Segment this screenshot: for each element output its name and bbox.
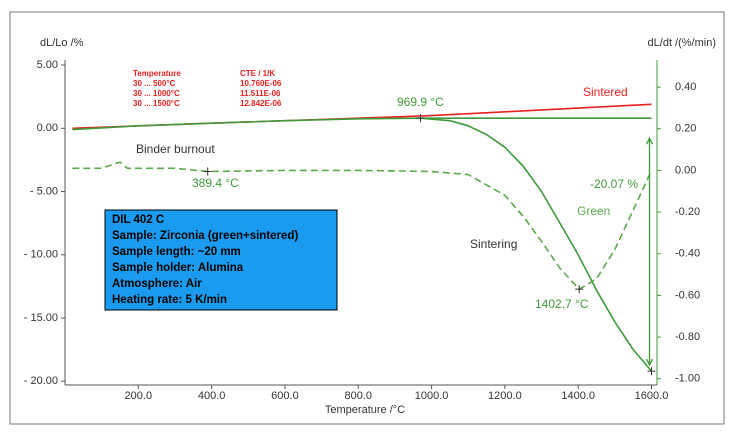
y2-tick-label: 0.40: [675, 81, 696, 93]
annotation: 389.4 °C: [192, 176, 239, 190]
y2-tick-label: 0.00: [675, 164, 696, 176]
annotation: -20.07 %: [590, 177, 638, 191]
x-tick-label: 1000.0: [415, 390, 449, 402]
point-marker: [203, 167, 212, 176]
series-label: Green: [577, 204, 610, 218]
x-tick-label: 1400.0: [561, 390, 595, 402]
cte-header: Temperature: [133, 69, 181, 78]
y-axis-title: dL/Lo /%: [40, 37, 84, 49]
y-tick-label: - 5.00: [30, 185, 58, 197]
x-tick-label: 1600.0: [635, 390, 669, 402]
series-label: Sintered: [583, 85, 628, 99]
info-line: Sample: Zirconia (green+sintered): [112, 230, 298, 242]
cte-cell: 10.760E-06: [240, 79, 282, 88]
point-marker: [416, 114, 425, 123]
annotation: 969.9 °C: [397, 95, 444, 109]
y2-axis-title: dL/dt /(%/min): [648, 37, 716, 49]
x-tick-label: 600.0: [271, 390, 299, 402]
info-line: Sample length: ~20 mm: [112, 246, 241, 258]
y-tick-label: - 20.00: [24, 375, 58, 387]
dashed-line: [72, 161, 653, 291]
point-marker: [647, 367, 656, 376]
info-line: Atmosphere: Air: [112, 278, 202, 290]
cte-cell: 11.511E-06: [240, 89, 281, 98]
cte-cell: 30 ... 1000°C: [133, 89, 180, 98]
range-arrow: [645, 136, 654, 367]
info-line: Heating rate: 5 K/min: [112, 294, 227, 306]
y2-tick-label: -0.40: [675, 248, 700, 260]
line: [72, 117, 653, 372]
cte-cell: 30 ... 1500°C: [133, 99, 180, 108]
y2-tick-label: -0.20: [675, 206, 700, 218]
x-tick-label: 400.0: [198, 390, 226, 402]
y2-tick-label: 0.20: [675, 123, 696, 135]
annotation: Sintering: [470, 237, 517, 251]
y-tick-label: 0.00: [37, 122, 58, 134]
annotation: 1402.7 °C: [535, 297, 589, 311]
cte-cell: 12.842E-06: [240, 99, 282, 108]
info-box: [104, 209, 338, 311]
y-tick-label: - 15.00: [24, 312, 58, 324]
y-tick-label: 5.00: [37, 59, 58, 71]
cte-header: CTE / 1/K: [240, 69, 275, 78]
y-tick-label: - 10.00: [24, 249, 58, 261]
info-line: DIL 402 C: [112, 214, 164, 226]
annotation: Binder burnout: [136, 142, 215, 156]
x-axis-title: Temperature /°C: [325, 404, 405, 416]
point-marker: [575, 285, 584, 294]
cte-cell: 30 ... 500°C: [133, 79, 176, 88]
y2-tick-label: -1.00: [675, 373, 700, 385]
y2-tick-label: -0.60: [675, 289, 700, 301]
info-line: Sample holder: Alumina: [112, 262, 244, 274]
y2-tick-label: -0.80: [675, 331, 700, 343]
x-tick-label: 200.0: [125, 390, 153, 402]
x-tick-label: 1200.0: [488, 390, 522, 402]
x-tick-label: 800.0: [344, 390, 372, 402]
